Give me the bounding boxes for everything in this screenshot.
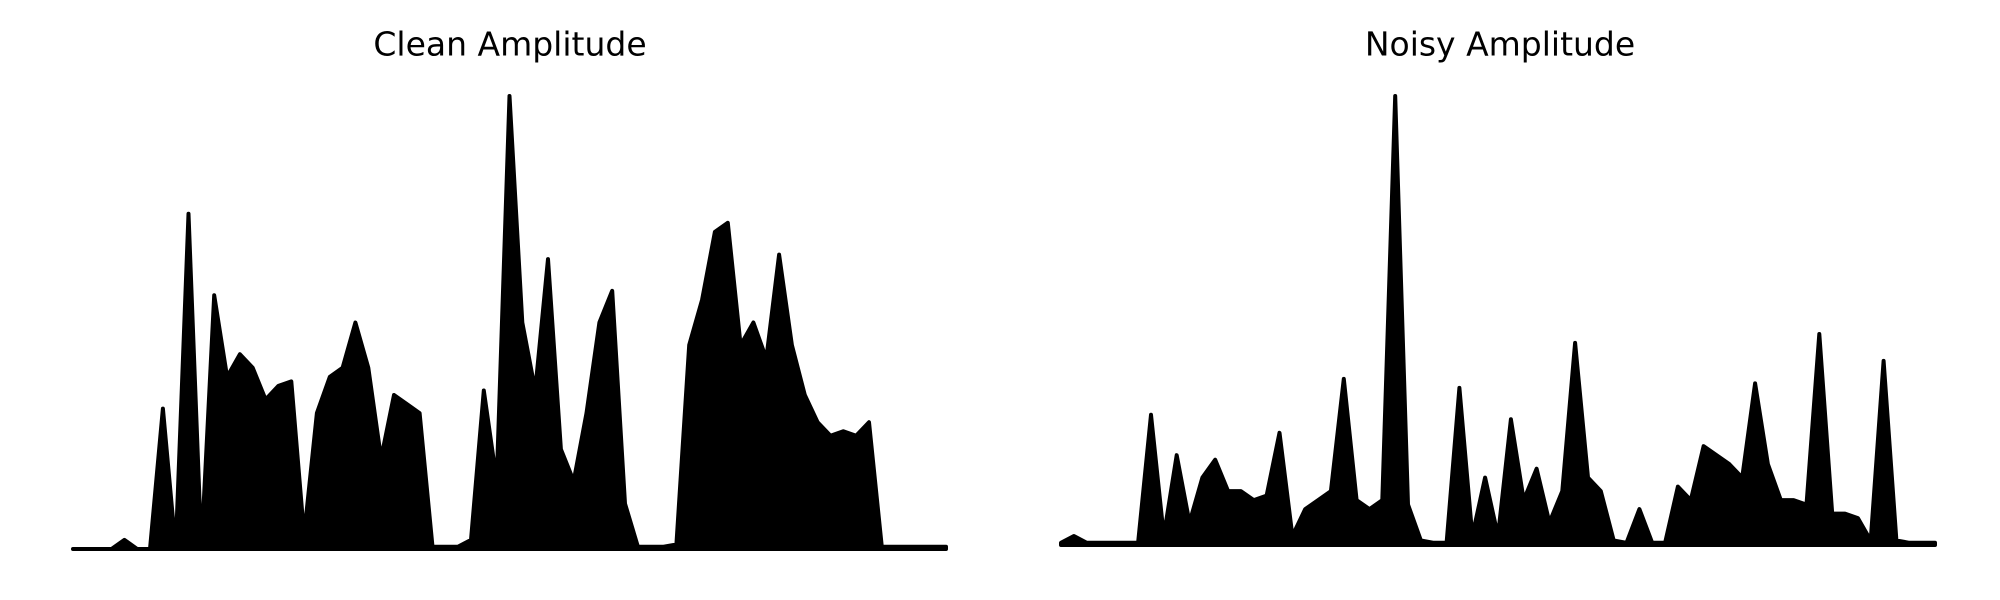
amplitude-area [1059, 94, 1937, 547]
chart-title: Noisy Amplitude [1365, 25, 1635, 64]
amplitude-area [71, 94, 948, 551]
chart-title: Clean Amplitude [373, 25, 646, 64]
